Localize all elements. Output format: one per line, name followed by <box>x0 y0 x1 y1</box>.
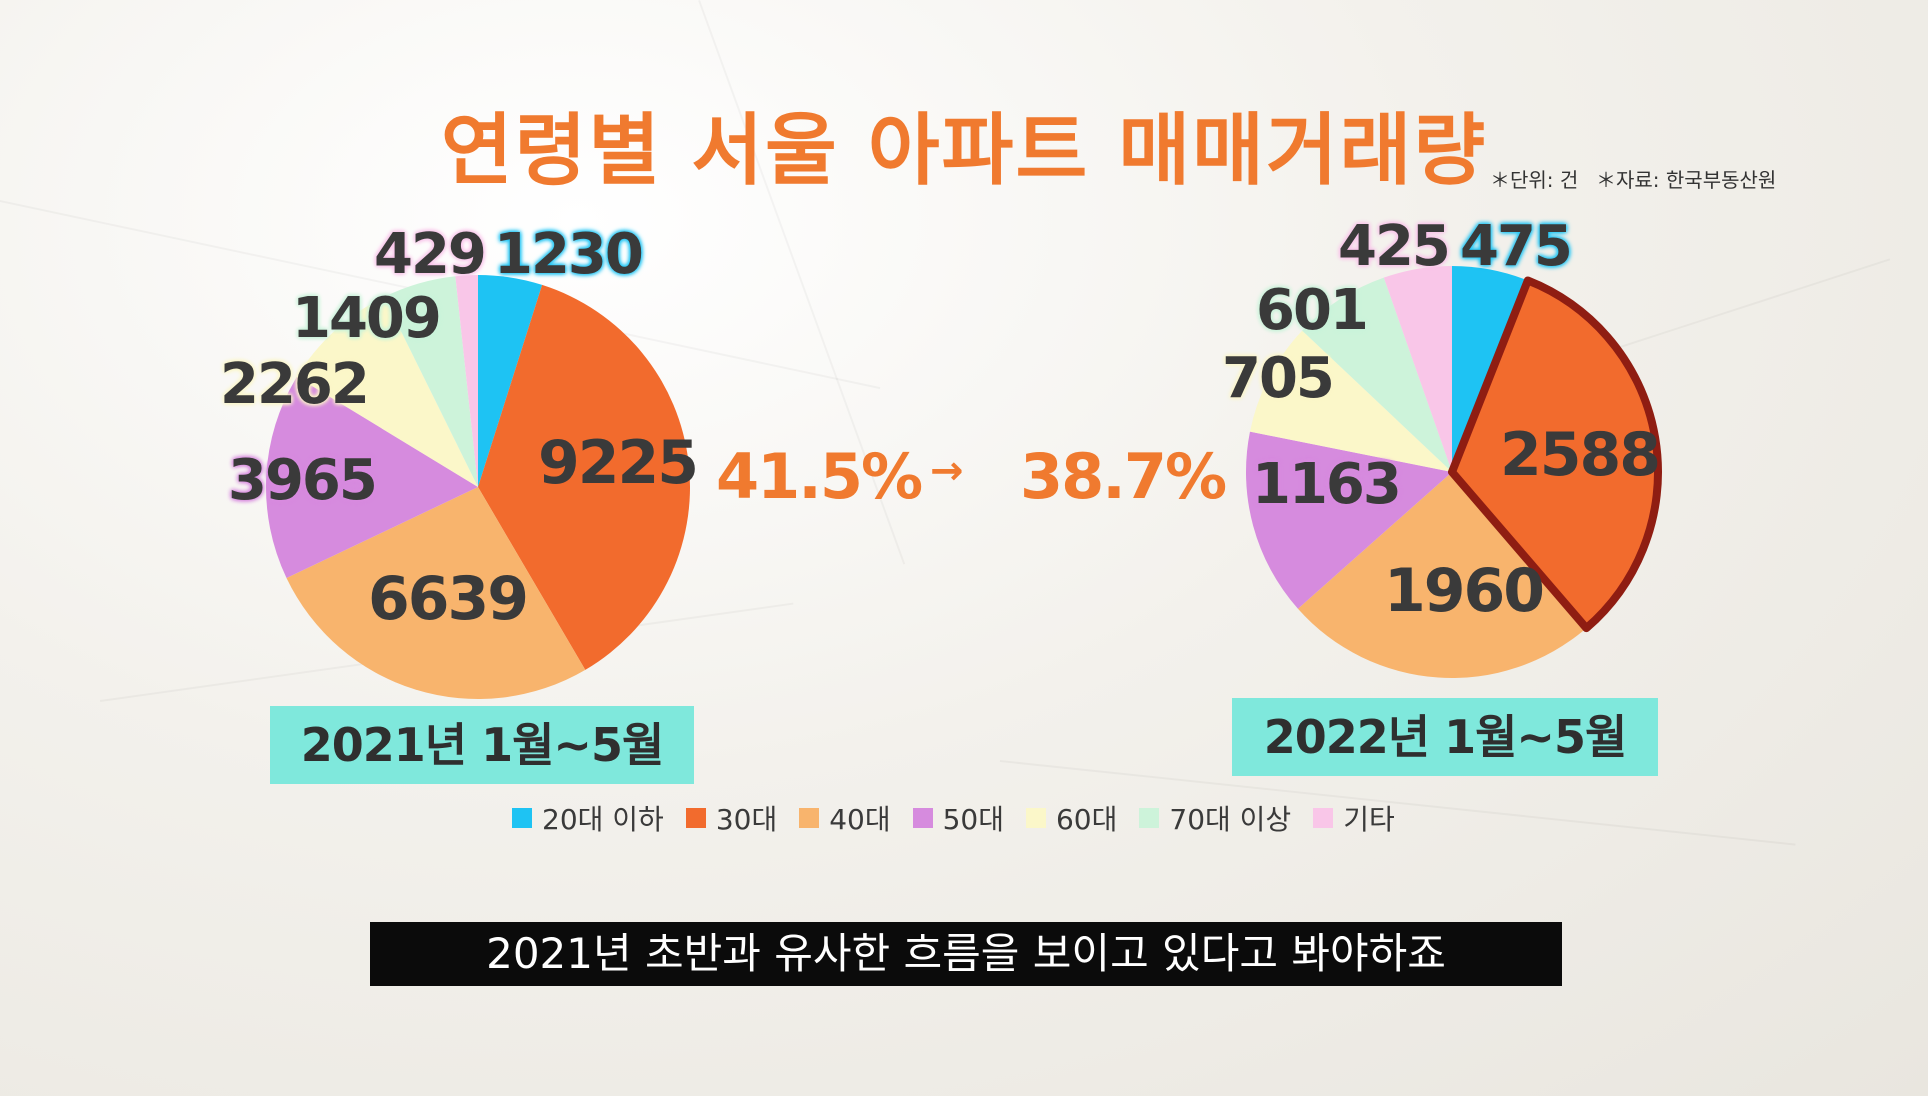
legend-swatch <box>1313 808 1334 828</box>
pie-slice-70s <box>1302 277 1452 472</box>
pie-slice-40s <box>1297 472 1587 678</box>
label-2021-etc: 429 <box>374 222 487 287</box>
label-2021-60s: 2262 <box>220 352 370 417</box>
legend-item-60s: 60대 <box>1025 798 1117 838</box>
unit-note: ＊단위: 건 <box>1490 168 1579 192</box>
label-2022-etc: 425 <box>1338 214 1451 279</box>
legend-swatch <box>1139 808 1160 828</box>
label-2022-50s: 1163 <box>1252 452 1402 517</box>
legend-swatch <box>512 808 532 828</box>
label-2021-40s: 6639 <box>368 564 529 634</box>
legend-item-etc: 기타 <box>1313 798 1395 838</box>
video-subtitle: 2021년 초반과 유사한 흐름을 보이고 있다고 봐야하죠 <box>370 922 1562 986</box>
label-2021-70s: 1409 <box>292 286 442 351</box>
pie-slice-20s <box>478 275 543 487</box>
legend-item-40s: 40대 <box>799 798 891 838</box>
legend-swatch <box>912 808 933 828</box>
period-2022: 2022년 1월~5월 <box>1232 698 1658 776</box>
share-2022: 38.7% <box>1020 440 1227 513</box>
share-2021: 41.5% <box>716 440 923 513</box>
legend-item-20s: 20대 이하 <box>512 798 664 838</box>
label-2022-40s: 1960 <box>1384 556 1545 626</box>
pie-slice-30s <box>478 284 690 670</box>
legend: 20대 이하 30대 40대 50대 60대 70대 이상 기타 <box>512 798 1395 838</box>
chart-title: 연령별 서울 아파트 매매거래량 <box>440 106 1488 196</box>
pie-slice-30s <box>1448 276 1662 633</box>
label-2021-50s: 3965 <box>228 448 378 513</box>
arrow-icon: → <box>930 448 964 494</box>
label-2021-30s: 9225 <box>538 428 699 498</box>
legend-item-70s: 70대 이상 <box>1139 798 1291 838</box>
label-2022-30s: 2588 <box>1500 420 1661 490</box>
period-2021: 2021년 1월~5월 <box>270 706 694 784</box>
label-2022-20s: 475 <box>1460 214 1573 279</box>
pie-slice-etc <box>1383 266 1452 472</box>
legend-swatch <box>1025 808 1046 828</box>
pie-slice-60s <box>296 296 478 487</box>
pie-slice-70s <box>384 276 478 487</box>
pie-slice-60s <box>1249 330 1452 472</box>
source-note: ＊자료: 한국부동산원 <box>1596 168 1777 192</box>
legend-swatch <box>799 808 820 828</box>
pie-slice-50s <box>1246 431 1452 609</box>
pie-slice-40s <box>286 487 586 699</box>
legend-item-30s: 30대 <box>685 798 777 838</box>
label-2022-60s: 705 <box>1222 346 1335 411</box>
legend-swatch <box>685 808 706 828</box>
pie-slice-50s <box>265 376 478 578</box>
legend-item-50s: 50대 <box>912 798 1004 838</box>
label-2021-20s: 1230 <box>494 222 644 287</box>
pie-slice-etc <box>455 275 478 487</box>
label-2022-70s: 601 <box>1256 278 1369 343</box>
